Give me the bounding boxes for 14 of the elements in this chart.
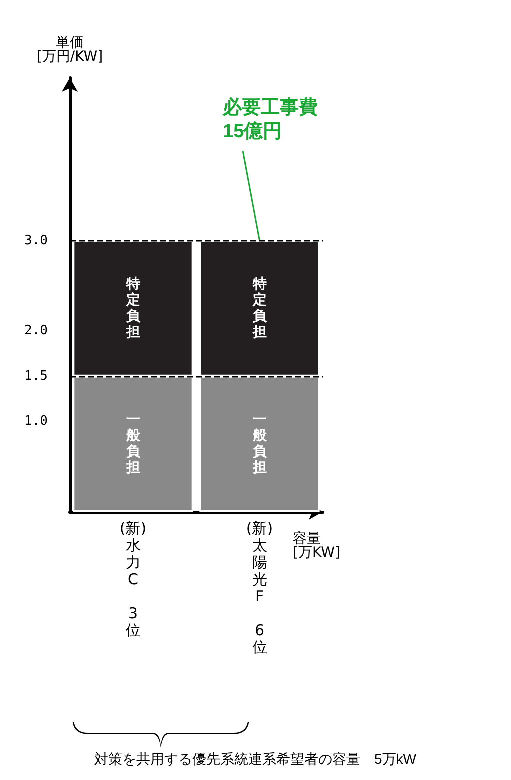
text: 一般負担: [252, 412, 267, 476]
x-tick-label: (新) 水力C 3位: [120, 520, 147, 640]
x-axis-title: 容量 [万KW]: [293, 531, 340, 561]
series-label: 一般負担: [125, 412, 142, 476]
text: 特定負担: [252, 276, 267, 341]
series-label: 特定負担: [125, 276, 142, 341]
y-tick-label: 1.5: [24, 368, 48, 384]
y-tick-label: 3.0: [24, 233, 48, 248]
y-tick-label: 2.0: [24, 324, 48, 339]
text: 対策を共用する優先系統連系希望者の容量 5万kW: [94, 751, 418, 767]
annotation: 必要工事費 15億円: [222, 96, 318, 142]
y-tick-label: 1.0: [24, 414, 48, 430]
y-axis-title: 単価 [万円/KW]: [36, 35, 104, 65]
x-tick-label: (新) 太陽光F 6位: [246, 520, 274, 656]
